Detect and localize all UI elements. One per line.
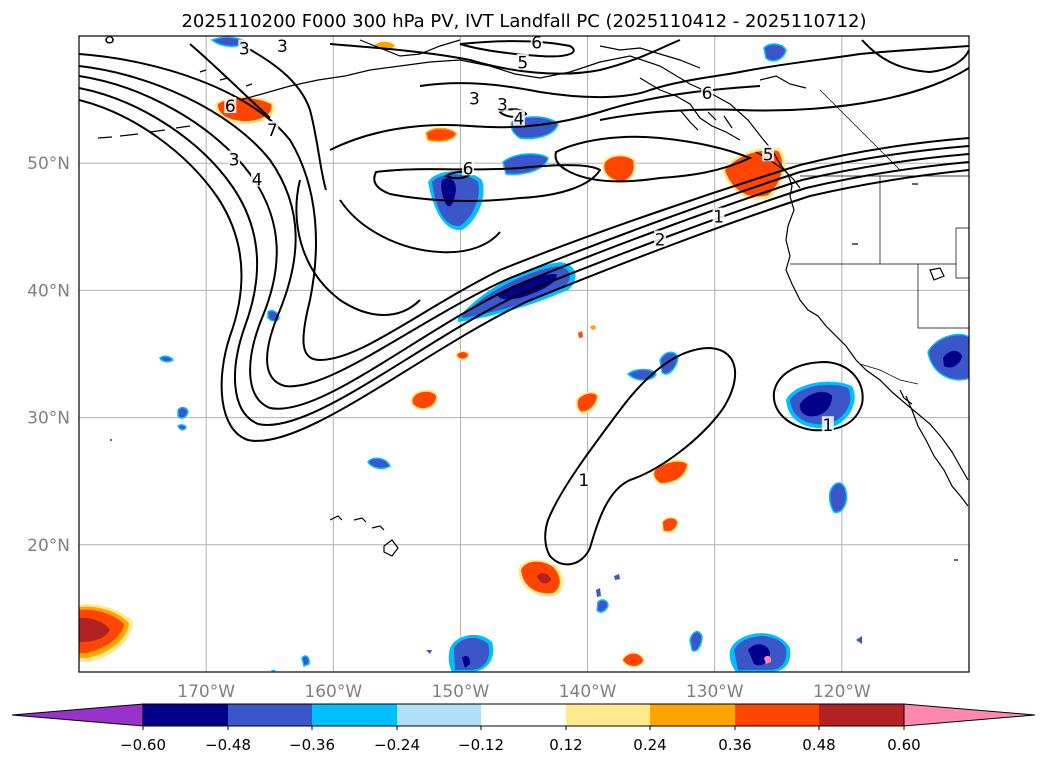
- contour-label: 6: [531, 33, 542, 53]
- contour-label-bg: [530, 36, 543, 50]
- shade-positive-south: [518, 559, 564, 597]
- colorbar-segment: [312, 704, 397, 726]
- axis-labels: 170°W 160°W 150°W 140°W 130°W 120°W 50°N 40°N 30…: [27, 154, 871, 702]
- colorbar-tick-label: −0.60: [120, 736, 166, 754]
- contour-label-bg: [762, 145, 775, 162]
- colorbar-tick-label: 0.36: [718, 736, 751, 754]
- colorbar-tick-label: 0.24: [633, 736, 666, 754]
- contour-label: 1: [713, 208, 724, 228]
- lon-tick-label: 150°W: [432, 682, 490, 702]
- contour-label-bg: [251, 170, 263, 187]
- contour-label: 3: [469, 89, 480, 109]
- contour-label: 6: [463, 159, 474, 179]
- contour-label: 3: [229, 150, 240, 170]
- colorbar-tick-label: −0.12: [458, 736, 504, 754]
- contour-label-bg: [712, 207, 725, 224]
- shade-negative-se: [729, 633, 791, 672]
- pv-anomaly-shading: [79, 36, 969, 672]
- contour-label-bg: [577, 470, 590, 487]
- lon-tick-label: 130°W: [686, 682, 744, 702]
- lon-tick-label: 140°W: [559, 682, 617, 702]
- figure-title: 2025110200 F000 300 hPa PV, IVT Landfall…: [181, 11, 866, 32]
- colorbar-extend-low: [11, 703, 144, 727]
- lon-tick-label: 120°W: [813, 682, 871, 702]
- contour-label-bg: [512, 109, 525, 126]
- colorbar-segment: [650, 704, 735, 726]
- colorbar-segment: [566, 704, 650, 726]
- colorbar-segments: [11, 703, 1036, 727]
- contour-label: 6: [225, 97, 236, 117]
- contour-label: 5: [517, 54, 528, 74]
- colorbar-segment: [819, 704, 904, 726]
- contour-label-bg: [266, 121, 279, 138]
- contour-label-bg: [821, 416, 834, 433]
- contour-label-bg: [654, 230, 667, 247]
- lat-tick-label: 40°N: [27, 281, 70, 301]
- contour-label: 2: [655, 231, 666, 251]
- lon-tick-label: 160°W: [304, 682, 362, 702]
- contour-label: 1: [578, 471, 589, 491]
- colorbar-segment: [481, 704, 566, 726]
- pv-contours: [79, 39, 969, 566]
- contour-label: 4: [252, 171, 263, 191]
- lat-tick-label: 30°N: [27, 409, 70, 429]
- shade-positive-sw: [79, 604, 133, 662]
- contour-label-bg: [238, 39, 251, 56]
- colorbar-segment: [143, 704, 228, 726]
- contour-label: 1: [822, 416, 833, 436]
- contour-label: 4: [514, 110, 525, 130]
- contour-label-bg: [516, 53, 529, 70]
- colorbar-ticks: −0.60 −0.48 −0.36 −0.24 −0.12 0.12 0.24 0.36 0.4…: [120, 726, 921, 754]
- contour-label-bg: [224, 96, 237, 113]
- contour-label: 8: [104, 28, 115, 48]
- colorbar-segment: [228, 704, 312, 726]
- lat-tick-label: 20°N: [27, 536, 70, 556]
- lat-tick-label: 50°N: [27, 154, 70, 174]
- contour-label-bg: [228, 150, 241, 167]
- contour-label: 3: [277, 37, 288, 57]
- lon-tick-label: 170°W: [177, 682, 235, 702]
- contour-label: 3: [239, 40, 250, 60]
- shade-negative-baja: [786, 381, 855, 429]
- colorbar-tick-label: −0.36: [289, 736, 335, 754]
- contour-label: 6: [702, 84, 713, 104]
- colorbar-segment: [397, 704, 481, 726]
- contour-label-bg: [276, 37, 289, 54]
- contour-label: 3: [497, 96, 508, 116]
- map-frame: [78, 35, 970, 673]
- colorbar-extend-high: [903, 703, 1036, 727]
- contour-label-bg: [462, 159, 475, 176]
- colorbar-tick-label: 0.12: [549, 736, 582, 754]
- colorbar-tick-label: 0.48: [802, 736, 835, 754]
- shade-positive-alaska: [425, 127, 457, 142]
- political-borders: [790, 89, 969, 385]
- shade-negative-jet: [458, 262, 576, 322]
- contour-label: 5: [763, 145, 774, 165]
- colorbar-segment: [735, 704, 819, 726]
- contour-label-bg: [468, 89, 481, 106]
- colorbar-tick-label: −0.24: [374, 736, 420, 754]
- colorbar-tick-label: 0.60: [887, 736, 920, 754]
- contour-label-bg: [701, 84, 714, 101]
- colorbar-outline: [142, 703, 905, 727]
- contour-label-bg: [103, 36, 116, 45]
- colorbar: −0.60 −0.48 −0.36 −0.24 −0.12 0.12 0.24 0.36 0.4…: [11, 703, 1036, 754]
- contour-label-bg: [496, 95, 509, 112]
- contour-label: 7: [267, 121, 278, 141]
- colorbar-tick-label: −0.48: [205, 736, 251, 754]
- shade-negative-south: [448, 634, 494, 672]
